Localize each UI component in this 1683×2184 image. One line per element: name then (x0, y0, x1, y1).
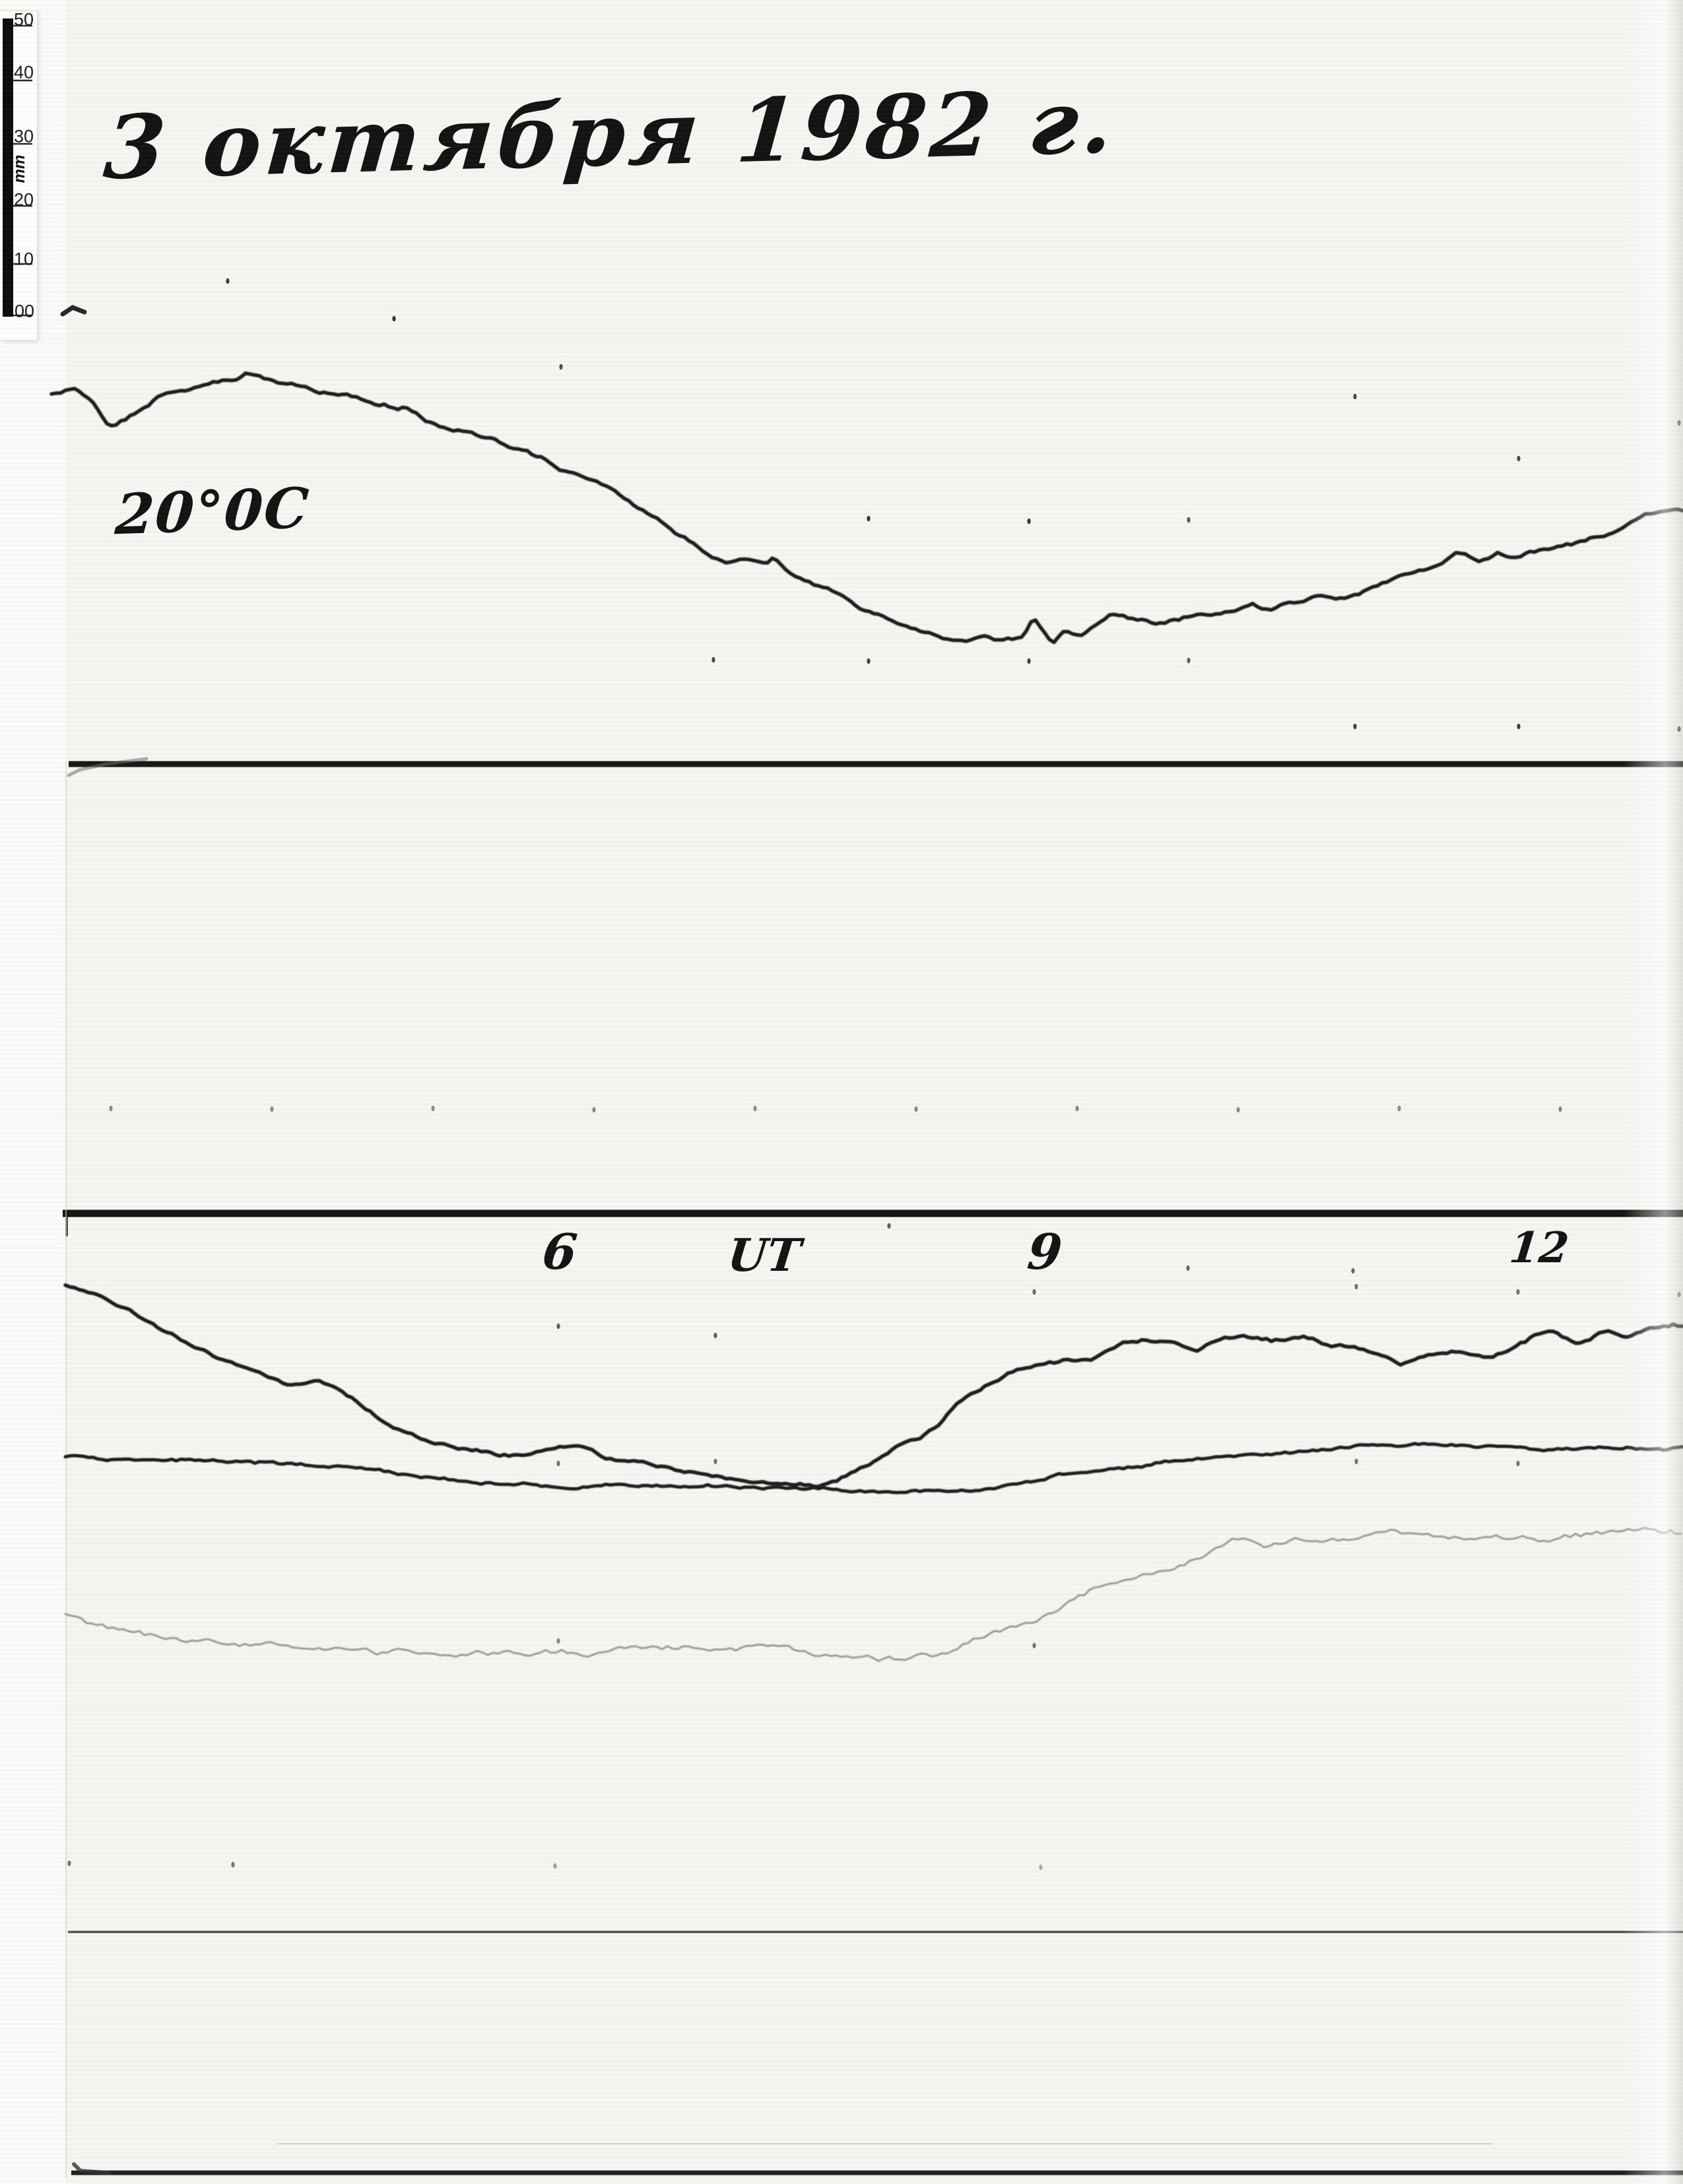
hour-mark-dot (556, 1323, 560, 1330)
ruler-label-00: 00 (14, 301, 35, 321)
hour-label-12: 12 (1507, 1223, 1571, 1273)
ruler-label-10: 10 (13, 249, 34, 269)
ruler-end-stroke (60, 305, 87, 317)
hour-mark-dot (1354, 1283, 1358, 1290)
hour-mark-dot (914, 1106, 918, 1112)
lead-in-hook (67, 757, 148, 777)
hour-mark-dot (711, 657, 715, 663)
paper-left-margin (0, 0, 66, 2184)
hour-mark-dot (1517, 723, 1521, 730)
hour-mark-dot (226, 278, 230, 284)
hour-mark-dot (1677, 726, 1681, 732)
hour-mark-dot (1354, 1458, 1358, 1465)
hour-mark-dot (392, 315, 396, 322)
hour-mark-dot (559, 364, 563, 370)
hour-mark-dot (553, 1863, 557, 1869)
hour-label-UT: UT (725, 1229, 804, 1282)
hour-mark-dot (67, 1860, 71, 1867)
hour-mark-dot (1351, 1268, 1355, 1274)
component-trace-light (64, 1527, 1682, 1662)
hour-mark-dot (431, 1105, 435, 1112)
hour-mark-dot (1517, 455, 1521, 462)
ruler-label-40: 40 (13, 62, 34, 82)
hour-label-9: 9 (1024, 1224, 1065, 1281)
hour-mark-dot (887, 1223, 891, 1229)
hour-mark-dot (1516, 1460, 1520, 1467)
temperature-trace (50, 371, 1683, 645)
ruler-label-50: 50 (13, 9, 34, 30)
hour-mark-dot (1027, 518, 1031, 525)
hour-mark-dot (1027, 658, 1031, 664)
hour-mark-dot (1516, 1289, 1520, 1295)
hour-mark-dot (109, 1105, 113, 1112)
hour-mark-dot (713, 1458, 717, 1465)
hour-label-6: 6 (539, 1224, 580, 1281)
ruler-bar (3, 18, 13, 317)
horizontal-rule-lines (63, 761, 1683, 2175)
hour-mark-dot (1187, 517, 1191, 523)
hour-mark-dot (1186, 1265, 1190, 1271)
hour-mark-dot (713, 1332, 717, 1339)
hour-mark-dot (556, 1460, 560, 1467)
hour-mark-dots (67, 278, 1681, 1871)
hour-mark-dot (753, 1105, 757, 1112)
hour-mark-dot (1236, 1107, 1240, 1113)
hour-mark-dot (1397, 1105, 1401, 1112)
hour-mark-dot (1032, 1642, 1036, 1649)
chart-title-handwritten: 3 октября 1982 г. (100, 70, 1121, 200)
pen-marks (60, 305, 148, 2178)
hour-mark-dot (867, 515, 871, 522)
hour-mark-dot (1558, 1106, 1562, 1112)
corner-stroke (72, 2162, 111, 2175)
hour-mark-dot (556, 1638, 560, 1644)
hour-mark-dot (1677, 1291, 1681, 1298)
component-trace-flat (63, 1442, 1683, 1494)
hour-mark-dot (1039, 1864, 1043, 1871)
mm-ruler-svg (3, 18, 32, 317)
hour-mark-dot (1032, 1289, 1036, 1295)
ruler-label-30: 30 (13, 126, 34, 146)
hour-mark-dot (1677, 420, 1681, 426)
ruler-unit-label: mm (11, 154, 28, 183)
hour-mark-dot (592, 1107, 596, 1113)
hour-mark-dot (1353, 393, 1357, 400)
hour-mark-dot (231, 1861, 235, 1868)
hour-mark-dot (867, 658, 871, 664)
component-trace-descending (63, 1283, 1683, 1489)
hour-mark-dot (1187, 657, 1191, 664)
hour-mark-dot (1075, 1105, 1079, 1112)
recorded-traces (50, 371, 1683, 1662)
ruler-label-20: 20 (13, 189, 34, 210)
temperature-annotation: 20°0C (113, 474, 312, 548)
hour-mark-dot (270, 1106, 274, 1112)
hour-mark-dot (1353, 723, 1357, 730)
